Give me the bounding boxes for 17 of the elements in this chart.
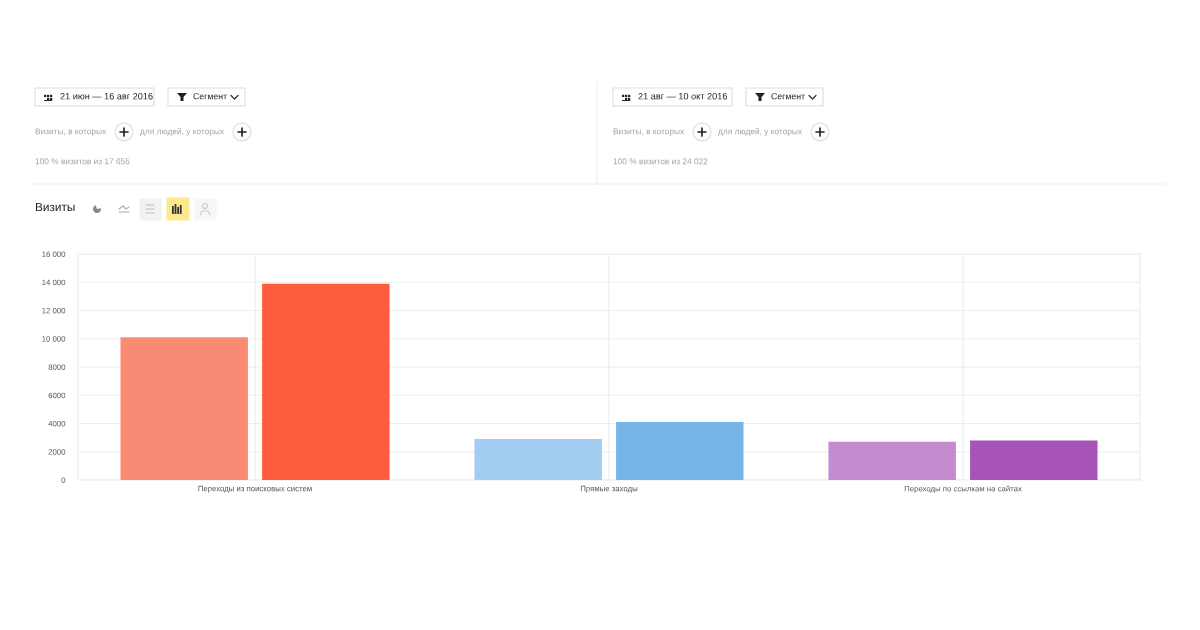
bar xyxy=(262,283,390,480)
text: 21 июн — 16 авг 2016 xyxy=(60,92,153,100)
text: 100 % визитов из 17 655 xyxy=(35,158,130,165)
text: Сегмент xyxy=(771,93,805,100)
text: Визиты, в которых xyxy=(35,128,107,136)
bar xyxy=(970,440,1098,480)
text: для людей, у которых xyxy=(140,128,224,136)
text: 21 авг — 10 окт 2016 xyxy=(638,92,727,100)
bar xyxy=(828,441,956,480)
bar xyxy=(616,422,744,480)
text: Визиты, в которых xyxy=(613,128,685,136)
bar xyxy=(120,337,248,480)
chart-title: Визиты xyxy=(35,202,75,212)
text: для людей, у которых xyxy=(718,128,802,136)
text: Сегмент xyxy=(193,93,227,100)
text: 100 % визитов из 24 022 xyxy=(613,158,708,165)
bar xyxy=(474,439,602,480)
